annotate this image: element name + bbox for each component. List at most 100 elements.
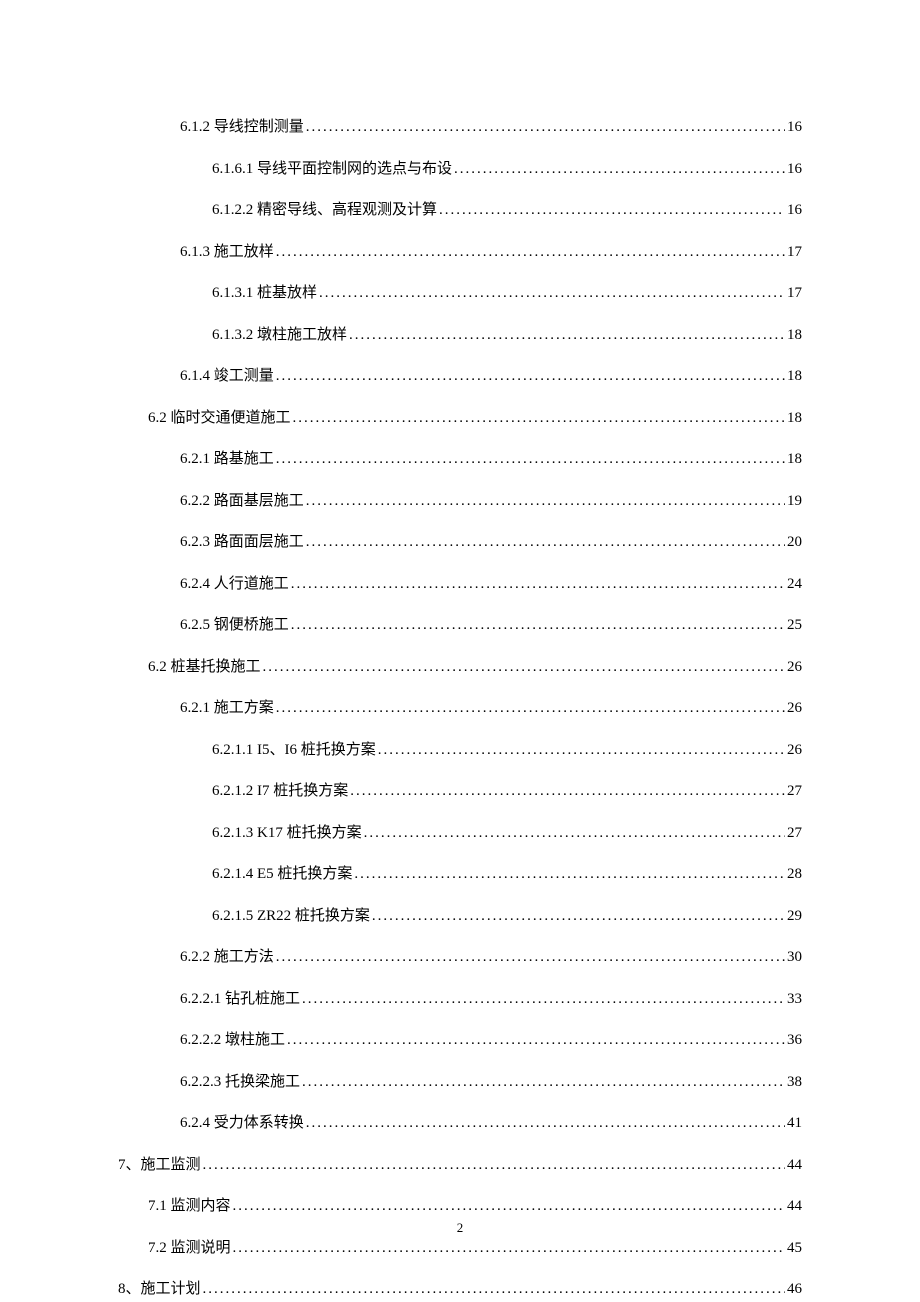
toc-label: 6.1.6.1 导线平面控制网的选点与布设 xyxy=(212,157,452,178)
toc-label: 6.2.2.3 托换梁施工 xyxy=(180,1070,300,1091)
toc-page: 26 xyxy=(787,742,802,759)
toc-label: 6.2.2.1 钻孔桩施工 xyxy=(180,987,300,1008)
toc-page: 25 xyxy=(787,617,802,634)
toc-entry: 7.1 监测内容 44 xyxy=(118,1194,802,1215)
toc-dots xyxy=(306,1115,785,1132)
toc-dots xyxy=(372,908,785,925)
toc-entry: 6.1.6.1 导线平面控制网的选点与布设 16 xyxy=(118,157,802,178)
toc-label: 6.1.3 施工放样 xyxy=(180,240,274,261)
toc-entry: 6.2 桩基托换施工 26 xyxy=(118,655,802,676)
toc-entry: 6.1.2 导线控制测量16 xyxy=(118,115,802,136)
toc-page: 29 xyxy=(787,908,802,925)
toc-dots xyxy=(263,659,785,676)
toc-dots xyxy=(287,1032,785,1049)
toc-page: 18 xyxy=(787,410,802,427)
toc-page: 27 xyxy=(787,825,802,842)
toc-page: 41 xyxy=(787,1115,802,1132)
toc-entry: 6.1.3.1 桩基放样 17 xyxy=(118,281,802,302)
toc-dots xyxy=(302,991,785,1008)
toc-entry: 6.2.1.3 K17 桩托换方案27 xyxy=(118,821,802,842)
toc-page: 27 xyxy=(787,783,802,800)
toc-dots xyxy=(354,866,785,883)
toc-page: 33 xyxy=(787,991,802,1008)
toc-entry: 6.1.4 竣工测量 18 xyxy=(118,364,802,385)
toc-dots xyxy=(306,493,785,510)
toc-entry: 7.2 监测说明 45 xyxy=(118,1236,802,1257)
toc-dots xyxy=(349,327,785,344)
toc-page: 18 xyxy=(787,451,802,468)
toc-dots xyxy=(276,949,785,966)
toc-label: 6.2.1.4 E5 桩托换方案 xyxy=(212,862,352,883)
toc-label: 6.1.3.2 墩柱施工放样 xyxy=(212,323,347,344)
toc-dots xyxy=(378,742,785,759)
toc-page: 18 xyxy=(787,368,802,385)
toc-dots xyxy=(233,1198,785,1215)
toc-entry: 6.2.2.3 托换梁施工38 xyxy=(118,1070,802,1091)
toc-dots xyxy=(203,1157,785,1174)
toc-dots xyxy=(364,825,785,842)
toc-entry: 6.2.1 路基施工 18 xyxy=(118,447,802,468)
toc-label: 6.2.4 人行道施工 xyxy=(180,572,289,593)
toc-dots xyxy=(233,1240,785,1257)
toc-label: 7.2 监测说明 xyxy=(148,1236,231,1257)
toc-page: 30 xyxy=(787,949,802,966)
toc-entry: 6.2.2.1 钻孔桩施工 33 xyxy=(118,987,802,1008)
toc-page: 16 xyxy=(787,161,802,178)
toc-label: 6.2.1.2 I7 桩托换方案 xyxy=(212,779,348,800)
toc-dots xyxy=(203,1281,785,1298)
toc-entry: 6.2.2 路面基层施工 19 xyxy=(118,489,802,510)
toc-dots xyxy=(306,534,785,551)
toc-label: 6.2.1.1 I5、I6 桩托换方案 xyxy=(212,738,376,759)
toc-label: 6.1.3.1 桩基放样 xyxy=(212,281,317,302)
toc-dots xyxy=(319,285,785,302)
toc-dots xyxy=(306,119,785,136)
toc-label: 7.1 监测内容 xyxy=(148,1194,231,1215)
toc-label: 7、施工监测 xyxy=(118,1153,201,1174)
toc-dots xyxy=(276,368,785,385)
toc-entry: 6.2.1.1 I5、I6 桩托换方案 26 xyxy=(118,738,802,759)
toc-page: 45 xyxy=(787,1240,802,1257)
toc-dots xyxy=(302,1074,785,1091)
toc-dots xyxy=(293,410,785,427)
toc-entry: 6.2.2 施工方法 30 xyxy=(118,945,802,966)
toc-label: 6.2.1 施工方案 xyxy=(180,696,274,717)
toc-entry: 6.2.3 路面面层施工20 xyxy=(118,530,802,551)
toc-entry: 6.1.3.2 墩柱施工放样 18 xyxy=(118,323,802,344)
toc-dots xyxy=(276,700,785,717)
toc-label: 6.2.1 路基施工 xyxy=(180,447,274,468)
toc-container: 6.1.2 导线控制测量166.1.6.1 导线平面控制网的选点与布设166.1… xyxy=(118,115,802,1298)
toc-page: 18 xyxy=(787,327,802,344)
toc-entry: 6.2.5 钢便桥施工 25 xyxy=(118,613,802,634)
toc-dots xyxy=(439,202,785,219)
page-number: 2 xyxy=(0,1220,920,1236)
toc-page: 19 xyxy=(787,493,802,510)
toc-page: 17 xyxy=(787,285,802,302)
toc-page: 26 xyxy=(787,700,802,717)
toc-label: 6.2.2 路面基层施工 xyxy=(180,489,304,510)
toc-label: 6.1.2.2 精密导线、高程观测及计算 xyxy=(212,198,437,219)
toc-label: 8、施工计划 xyxy=(118,1277,201,1298)
toc-dots xyxy=(291,576,785,593)
toc-page: 16 xyxy=(787,202,802,219)
toc-page: 26 xyxy=(787,659,802,676)
toc-entry: 6.2.1 施工方案 26 xyxy=(118,696,802,717)
toc-page: 36 xyxy=(787,1032,802,1049)
toc-entry: 6.2.1.2 I7 桩托换方案 27 xyxy=(118,779,802,800)
toc-label: 6.2.2.2 墩柱施工 xyxy=(180,1028,285,1049)
toc-label: 6.2.4 受力体系转换 xyxy=(180,1111,304,1132)
toc-dots xyxy=(350,783,785,800)
toc-page: 16 xyxy=(787,119,802,136)
toc-label: 6.1.4 竣工测量 xyxy=(180,364,274,385)
toc-entry: 6.2.4 人行道施工 24 xyxy=(118,572,802,593)
toc-label: 6.2.3 路面面层施工 xyxy=(180,530,304,551)
toc-page: 24 xyxy=(787,576,802,593)
toc-entry: 6.2.1.4 E5 桩托换方案28 xyxy=(118,862,802,883)
toc-label: 6.2.5 钢便桥施工 xyxy=(180,613,289,634)
toc-entry: 6.2.4 受力体系转换 41 xyxy=(118,1111,802,1132)
toc-label: 6.2 桩基托换施工 xyxy=(148,655,261,676)
toc-label: 6.2.2 施工方法 xyxy=(180,945,274,966)
toc-page: 44 xyxy=(787,1198,802,1215)
toc-entry: 6.2.2.2 墩柱施工 36 xyxy=(118,1028,802,1049)
toc-dots xyxy=(454,161,785,178)
toc-page: 17 xyxy=(787,244,802,261)
